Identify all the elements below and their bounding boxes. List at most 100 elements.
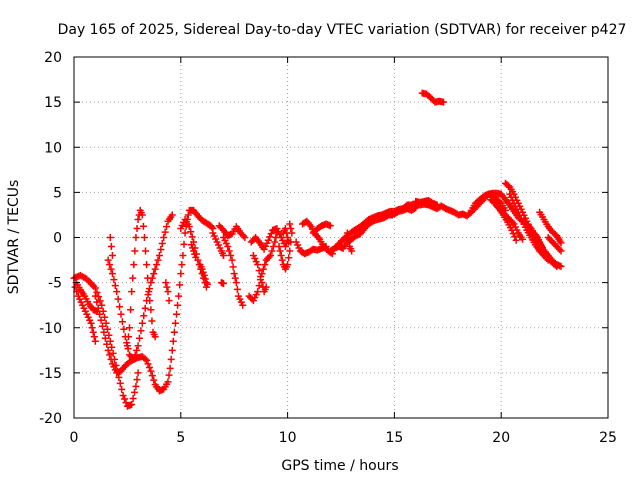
data-point — [275, 243, 283, 251]
data-point — [147, 367, 155, 375]
data-point — [106, 351, 114, 359]
data-point — [133, 346, 141, 354]
data-point — [119, 391, 127, 399]
data-point — [532, 232, 540, 240]
data-point — [258, 279, 266, 287]
data-point — [91, 292, 99, 300]
x-tick-label: 20 — [492, 430, 510, 446]
data-point — [101, 334, 109, 342]
data-point — [169, 337, 177, 345]
data-point — [557, 247, 565, 255]
data-point — [504, 182, 512, 190]
data-point — [165, 297, 173, 305]
data-point — [285, 254, 293, 262]
data-point — [134, 215, 142, 223]
data-point — [147, 306, 155, 314]
data-point — [94, 304, 102, 312]
data-point — [132, 382, 140, 390]
data-point — [344, 236, 352, 244]
data-point — [110, 276, 118, 284]
data-point — [188, 233, 196, 241]
data-point — [91, 337, 99, 345]
x-tick-label: 25 — [599, 430, 617, 446]
data-point — [158, 240, 166, 248]
data-point — [412, 204, 420, 212]
data-point — [141, 304, 149, 312]
data-point — [201, 275, 209, 283]
data-point — [254, 261, 262, 269]
data-point — [254, 288, 262, 296]
data-point — [271, 238, 279, 246]
data-point — [556, 246, 564, 254]
data-point — [93, 298, 101, 306]
data-point — [433, 201, 441, 209]
data-point — [87, 319, 95, 327]
data-point — [509, 230, 517, 238]
data-point — [140, 234, 148, 241]
data-point — [540, 252, 548, 260]
data-point — [393, 208, 401, 216]
data-point — [145, 363, 153, 371]
data-point — [100, 328, 108, 336]
data-point — [164, 378, 172, 386]
data-point — [148, 372, 156, 380]
data-point — [161, 228, 169, 236]
data-point — [224, 243, 232, 251]
data-point — [204, 280, 211, 288]
data-point — [120, 325, 128, 333]
data-point — [131, 247, 139, 255]
data-point — [266, 233, 274, 241]
data-point — [117, 310, 125, 318]
data-point — [134, 342, 142, 350]
data-point — [103, 325, 111, 333]
data-point — [410, 205, 418, 213]
data-point — [109, 349, 117, 357]
x-tick-label: 5 — [176, 430, 185, 446]
data-point — [544, 256, 552, 264]
axis-ticks: 0 5 10 15 20 25 -20 -15 -10 -5 0 5 10 15 20 — [39, 50, 617, 446]
data-point — [91, 284, 99, 292]
y-tick-label: -20 — [39, 411, 62, 427]
data-point — [151, 333, 159, 341]
y-tick-label: 20 — [44, 50, 62, 66]
data-point — [284, 261, 292, 269]
data-point — [178, 261, 186, 269]
data-point — [133, 376, 141, 384]
data-point — [107, 355, 115, 363]
data-point — [96, 297, 104, 305]
data-point — [134, 369, 142, 377]
data-point — [89, 328, 97, 336]
data-point — [126, 324, 134, 332]
data-point — [175, 292, 183, 300]
data-point — [265, 253, 273, 261]
data-point — [277, 252, 285, 260]
data-point — [220, 252, 228, 260]
data-point — [170, 328, 178, 336]
data-point — [154, 256, 162, 264]
data-point — [553, 262, 561, 270]
data-point — [190, 247, 198, 255]
data-point — [144, 360, 152, 368]
data-point — [440, 98, 448, 106]
data-point — [264, 236, 272, 244]
y-tick-label: -15 — [39, 366, 62, 382]
data-point — [162, 279, 170, 287]
data-point — [105, 331, 113, 339]
data-point — [153, 261, 161, 269]
data-point — [557, 239, 565, 247]
data-point — [284, 234, 292, 241]
data-point — [140, 312, 148, 320]
data-point — [150, 270, 158, 278]
data-point — [142, 247, 150, 255]
data-point — [281, 224, 289, 232]
data-point — [96, 310, 104, 318]
data-point — [148, 317, 156, 325]
data-point — [118, 385, 126, 393]
data-point — [283, 229, 291, 237]
data-point — [123, 342, 131, 350]
data-point — [129, 274, 137, 282]
data-point — [255, 267, 263, 275]
data-point — [200, 271, 208, 279]
data-point — [496, 198, 504, 206]
